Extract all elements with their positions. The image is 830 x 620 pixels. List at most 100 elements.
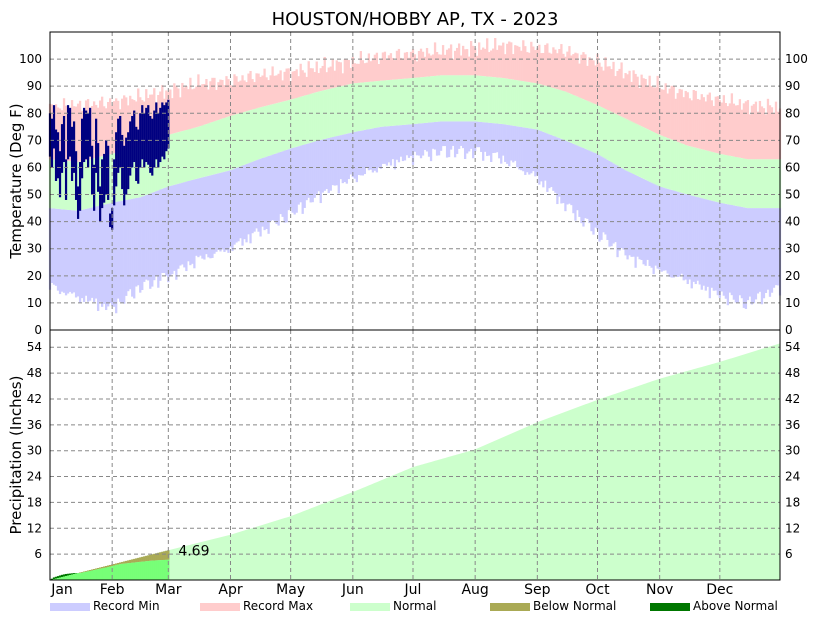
record-max-bar xyxy=(706,94,709,151)
normal-range-bar xyxy=(441,75,445,122)
record-max-bar xyxy=(520,50,523,81)
normal-range-bar xyxy=(578,97,581,147)
record-max-bar xyxy=(500,45,503,78)
temperature-tick-label-left: 90 xyxy=(27,79,42,93)
record-max-bar xyxy=(486,38,489,77)
record-max-bar xyxy=(455,47,459,76)
record-min-bar xyxy=(546,133,549,192)
record-max-bar xyxy=(251,79,254,110)
observed-bar xyxy=(163,105,166,160)
normal-range-bar xyxy=(738,157,742,207)
record-max-bar xyxy=(100,96,104,157)
observed-precipitation-bar xyxy=(98,568,102,580)
record-min-bar xyxy=(644,179,647,266)
record-min-bar xyxy=(638,176,641,260)
observed-precipitation-bar xyxy=(127,563,130,580)
record-min-bar xyxy=(744,207,748,309)
normal-range-bar xyxy=(217,120,220,174)
record-max-bar xyxy=(343,59,346,86)
record-max-bar xyxy=(622,78,625,118)
record-min-bar xyxy=(465,121,469,154)
record-max-bar xyxy=(281,80,284,102)
record-min-bar xyxy=(598,155,601,242)
record-max-bar xyxy=(580,54,583,99)
temperature-tick-label-right: 100 xyxy=(785,52,808,66)
below-normal-bar xyxy=(133,558,136,563)
observed-precipitation-bar xyxy=(125,563,128,580)
record-min-bar xyxy=(578,146,581,217)
record-min-bar xyxy=(407,124,411,158)
record-min-bar xyxy=(774,208,778,286)
record-min-bar xyxy=(275,153,278,225)
normal-range-bar xyxy=(496,77,499,124)
record-max-bar xyxy=(578,63,581,98)
record-max-bar xyxy=(333,70,336,88)
normal-range-bar xyxy=(52,159,56,209)
observed-precipitation-bar xyxy=(129,562,132,580)
legend-item: Above Normal xyxy=(650,599,778,613)
record-max-bar xyxy=(96,107,100,158)
record-max-bar xyxy=(600,66,603,108)
record-max-bar xyxy=(225,76,228,118)
temperature-tick-label-right: 20 xyxy=(785,269,800,283)
normal-range-bar xyxy=(492,77,495,124)
record-max-bar xyxy=(313,71,316,93)
record-min-bar xyxy=(289,148,292,209)
normal-range-bar xyxy=(251,109,254,162)
record-min-bar xyxy=(568,142,571,204)
normal-range-bar xyxy=(588,101,591,151)
record-min-bar xyxy=(652,183,655,275)
legend-label: Below Normal xyxy=(533,599,616,613)
record-min-bar xyxy=(646,180,649,260)
below-normal-bar xyxy=(135,558,138,563)
record-min-bar xyxy=(650,182,653,268)
record-min-bar xyxy=(261,157,264,227)
record-max-bar xyxy=(752,104,756,160)
normal-range-bar xyxy=(494,77,497,124)
record-max-bar xyxy=(127,105,130,150)
below-normal-bar xyxy=(153,553,156,561)
normal-range-bar xyxy=(369,81,373,129)
observed-bar xyxy=(93,164,96,211)
normal-range-bar xyxy=(704,150,707,200)
observed-precipitation-bar xyxy=(90,570,94,580)
record-max-bar xyxy=(291,71,294,100)
record-min-bar xyxy=(265,156,268,230)
record-max-bar xyxy=(173,83,176,134)
observed-bar xyxy=(54,129,58,181)
normal-range-bar xyxy=(586,100,589,150)
normal-range-bar xyxy=(764,159,768,209)
normal-range-bar xyxy=(560,90,563,139)
normal-range-bar xyxy=(209,122,212,176)
observed-bar xyxy=(70,126,74,181)
normal-range-bar xyxy=(524,81,527,128)
normal-range-bar xyxy=(68,161,72,211)
record-max-bar xyxy=(548,52,551,87)
normal-range-bar xyxy=(337,86,340,136)
record-max-bar xyxy=(712,105,715,153)
record-max-bar xyxy=(319,68,322,92)
record-min-bar xyxy=(656,185,659,269)
record-min-bar xyxy=(379,126,383,169)
record-min-bar xyxy=(544,132,547,181)
temperature-tick-label-left: 100 xyxy=(19,52,42,66)
record-max-bar xyxy=(113,101,116,154)
record-min-bar xyxy=(772,208,776,288)
normal-range-bar xyxy=(646,129,649,181)
normal-range-bar xyxy=(355,83,358,132)
observed-precipitation-bar xyxy=(111,566,114,580)
temperature-tick-label-right: 0 xyxy=(785,323,793,337)
record-min-bar xyxy=(451,121,455,146)
record-max-bar xyxy=(287,68,290,101)
record-max-bar xyxy=(732,103,736,157)
record-max-bar xyxy=(746,100,750,160)
observed-bar xyxy=(95,118,98,173)
normal-range-bar xyxy=(620,116,623,168)
normal-range-bar xyxy=(333,87,336,137)
below-normal-bar xyxy=(117,562,120,565)
record-min-bar xyxy=(734,205,738,303)
record-min-bar xyxy=(129,199,132,290)
record-max-bar xyxy=(107,101,110,155)
normal-range-bar xyxy=(183,130,186,183)
record-min-bar xyxy=(109,203,112,304)
